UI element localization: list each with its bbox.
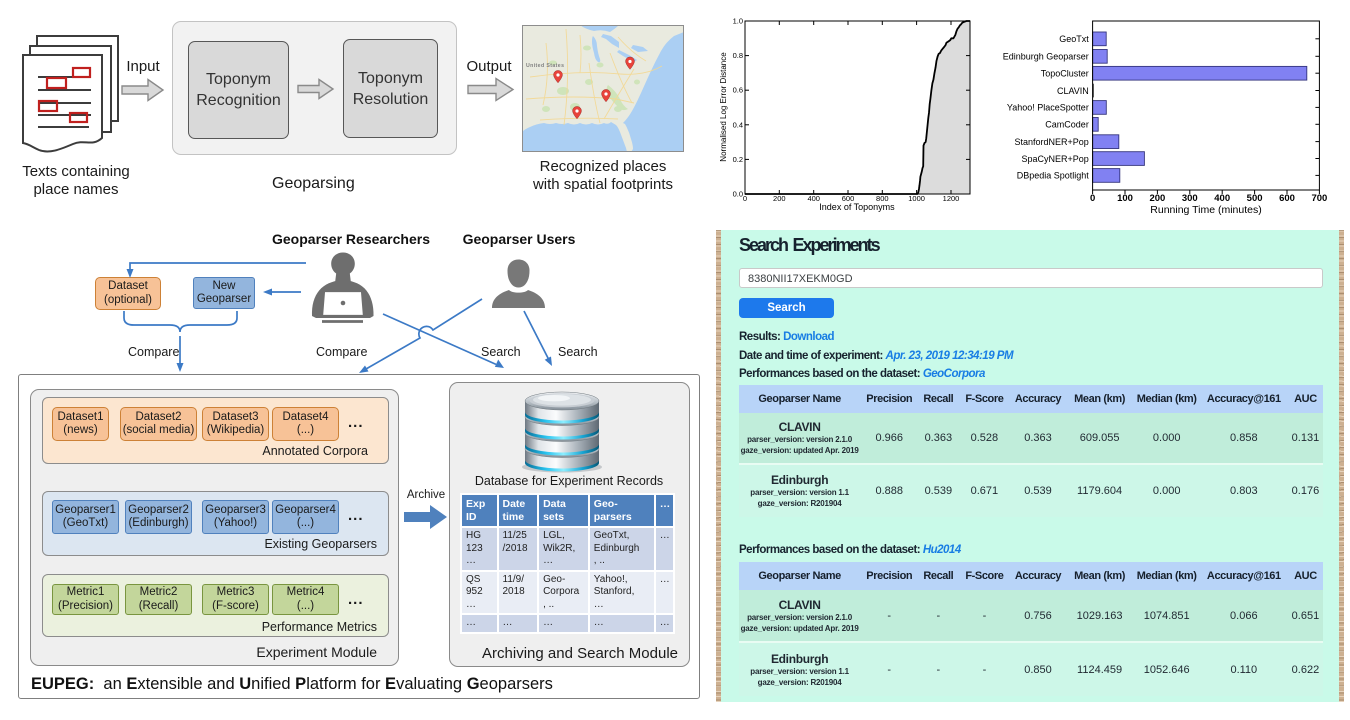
- svg-text:1.0: 1.0: [733, 17, 743, 26]
- svg-text:0: 0: [743, 194, 747, 203]
- svg-text:DBpedia Spotlight: DBpedia Spotlight: [1017, 171, 1090, 181]
- svg-text:Edinburgh Geoparser: Edinburgh Geoparser: [1003, 52, 1089, 62]
- svg-text:Index of Toponyms: Index of Toponyms: [819, 202, 895, 212]
- svg-text:600: 600: [1279, 193, 1295, 204]
- svg-text:500: 500: [1247, 193, 1263, 204]
- svg-text:0.0: 0.0: [733, 190, 743, 199]
- svg-text:Compare: Compare: [128, 345, 179, 359]
- svg-text:Search: Search: [558, 345, 598, 359]
- svg-text:400: 400: [807, 194, 820, 203]
- svg-text:0.8: 0.8: [733, 51, 743, 60]
- svg-text:800: 800: [876, 194, 889, 203]
- svg-text:200: 200: [773, 194, 786, 203]
- svg-text:Compare: Compare: [316, 345, 367, 359]
- svg-text:Running Time (minutes): Running Time (minutes): [1150, 204, 1261, 216]
- svg-text:SpaCyNER+Pop: SpaCyNER+Pop: [1022, 154, 1089, 164]
- svg-text:Search: Search: [481, 345, 521, 359]
- svg-text:GeoTxt: GeoTxt: [1059, 34, 1089, 44]
- svg-text:CLAVIN: CLAVIN: [1057, 86, 1089, 96]
- svg-text:200: 200: [1149, 193, 1165, 204]
- svg-text:700: 700: [1311, 193, 1327, 204]
- svg-text:CamCoder: CamCoder: [1045, 120, 1089, 130]
- svg-text:1000: 1000: [908, 194, 925, 203]
- svg-text:TopoCluster: TopoCluster: [1041, 69, 1089, 79]
- svg-text:0.6: 0.6: [733, 86, 743, 95]
- svg-text:0.2: 0.2: [733, 155, 743, 164]
- svg-text:1200: 1200: [943, 194, 960, 203]
- svg-text:600: 600: [842, 194, 855, 203]
- svg-text:0.4: 0.4: [733, 120, 743, 129]
- svg-text:100: 100: [1117, 193, 1133, 204]
- svg-text:Yahoo! PlaceSpotter: Yahoo! PlaceSpotter: [1007, 103, 1089, 113]
- svg-text:0: 0: [1090, 193, 1095, 204]
- svg-text:400: 400: [1214, 193, 1230, 204]
- svg-text:StanfordNER+Pop: StanfordNER+Pop: [1015, 137, 1089, 147]
- svg-text:United States: United States: [526, 63, 564, 69]
- svg-text:Normalised Log Error Distance: Normalised Log Error Distance: [719, 52, 728, 162]
- svg-text:300: 300: [1182, 193, 1198, 204]
